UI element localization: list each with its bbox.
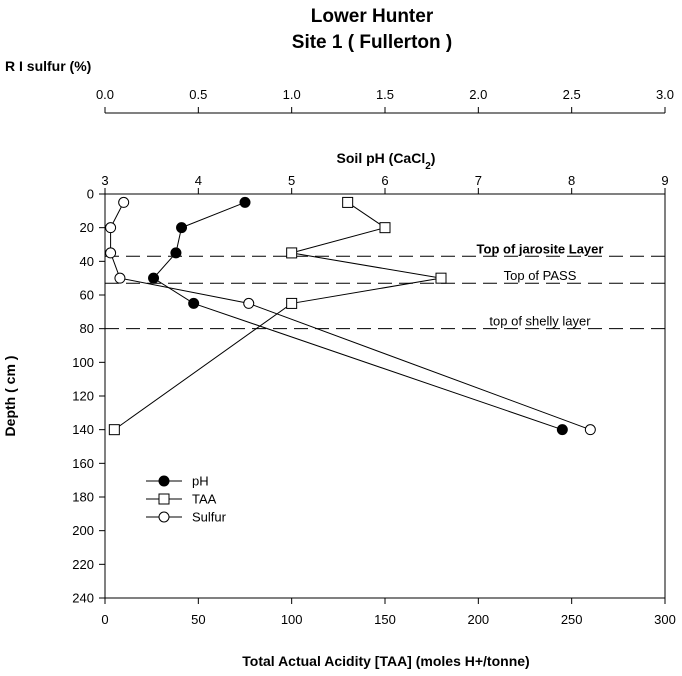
taa-point [342, 196, 354, 208]
depth-axis: 0 20 40 60 80 100 120 140 160 180 200 220 240 [72, 187, 105, 606]
taa-point [108, 424, 120, 436]
sulfur-tick-label: 1.0 [283, 87, 301, 102]
legend: pH TAA Sulfur [146, 474, 227, 525]
sulfur-tick-label: 2.5 [563, 87, 581, 102]
taa-axis: 0 50 100 150 200 250 300 [101, 598, 676, 627]
depth-axis-label: Depth ( cm ) [2, 356, 18, 437]
sulfur-tick-label: 1.5 [376, 87, 394, 102]
legend-marker-sulfur [158, 511, 170, 523]
taa-tick-label: 250 [561, 612, 583, 627]
ph-tick-label: 7 [475, 173, 482, 188]
ph-tick-label: 9 [661, 173, 668, 188]
chart-title: Lower Hunter [311, 6, 434, 27]
ph-axis-label-main: Soil pH (CaCl [337, 150, 426, 166]
sulfur-point [118, 196, 130, 208]
sulfur-point [105, 247, 117, 259]
depth-tick-label: 240 [72, 591, 94, 606]
sulfur-tick-label: 3.0 [656, 87, 674, 102]
ph-point [188, 297, 200, 309]
sulfur-point [105, 222, 117, 234]
taa-point [435, 272, 447, 284]
ph-axis-label-end: ) [431, 150, 436, 166]
depth-tick-label: 20 [80, 220, 94, 235]
taa-series-line [114, 202, 442, 431]
taa-tick-label: 100 [281, 612, 303, 627]
depth-tick-label: 140 [72, 422, 94, 437]
taa-tick-label: 50 [191, 612, 205, 627]
taa-tick-label: 300 [654, 612, 676, 627]
taa-point [379, 222, 391, 234]
sulfur-tick-label: 2.0 [469, 87, 487, 102]
ph-point [556, 424, 568, 436]
ph-tick-label: 6 [381, 173, 388, 188]
sulfur-axis: 0.0 0.5 1.0 1.5 2.0 2.5 3.0 [96, 87, 674, 114]
sulfur-axis-label: R I sulfur (%) [5, 58, 91, 74]
sulfur-point [584, 424, 596, 436]
depth-tick-label: 100 [72, 355, 94, 370]
depth-tick-label: 200 [72, 523, 94, 538]
depth-tick-label: 220 [72, 557, 94, 572]
depth-tick-label: 160 [72, 456, 94, 471]
legend-marker-taa [158, 493, 170, 505]
ph-point [239, 196, 251, 208]
reference-line-label: top of shelly layer [489, 314, 591, 329]
depth-tick-label: 120 [72, 389, 94, 404]
depth-tick-label: 80 [80, 321, 94, 336]
reference-lines: Top of jarosite Layer Top of PASS top of s… [105, 241, 665, 330]
ph-tick-label: 3 [101, 173, 108, 188]
legend-label-ph: pH [192, 474, 209, 489]
ph-tick-label: 5 [288, 173, 295, 188]
sulfur-point [243, 297, 255, 309]
reference-line-label: Top of jarosite Layer [477, 241, 604, 256]
ph-axis-label-subscript: 2 [425, 161, 431, 172]
taa-point [286, 297, 298, 309]
taa-tick-label: 0 [101, 612, 108, 627]
sulfur-tick-label: 0.5 [189, 87, 207, 102]
legend-label-sulfur: Sulfur [192, 510, 227, 525]
taa-point [286, 247, 298, 259]
depth-tick-label: 180 [72, 490, 94, 505]
legend-label-taa: TAA [192, 492, 217, 507]
sulfur-point [114, 272, 126, 284]
sulfur-tick-label: 0.0 [96, 87, 114, 102]
ph-point [170, 247, 182, 259]
depth-tick-label: 40 [80, 254, 94, 269]
legend-marker-ph [158, 475, 170, 487]
ph-point [148, 272, 160, 284]
ph-tick-label: 8 [568, 173, 575, 188]
chart-subtitle: Site 1 ( Fullerton ) [292, 32, 452, 53]
ph-series-line [152, 201, 563, 431]
depth-tick-label: 0 [87, 187, 94, 202]
taa-axis-label: Total Actual Acidity [TAA] (moles H+/ton… [242, 653, 529, 669]
reference-line-label: Top of PASS [504, 268, 577, 283]
data-series [105, 196, 596, 436]
ph-point [176, 222, 188, 234]
ph-axis-label: Soil pH (CaCl2) [337, 150, 436, 172]
ph-tick-label: 4 [195, 173, 202, 188]
ph-axis: 3 4 5 6 7 8 9 [101, 173, 669, 194]
taa-tick-label: 200 [467, 612, 489, 627]
depth-tick-label: 60 [80, 288, 94, 303]
taa-tick-label: 150 [374, 612, 396, 627]
